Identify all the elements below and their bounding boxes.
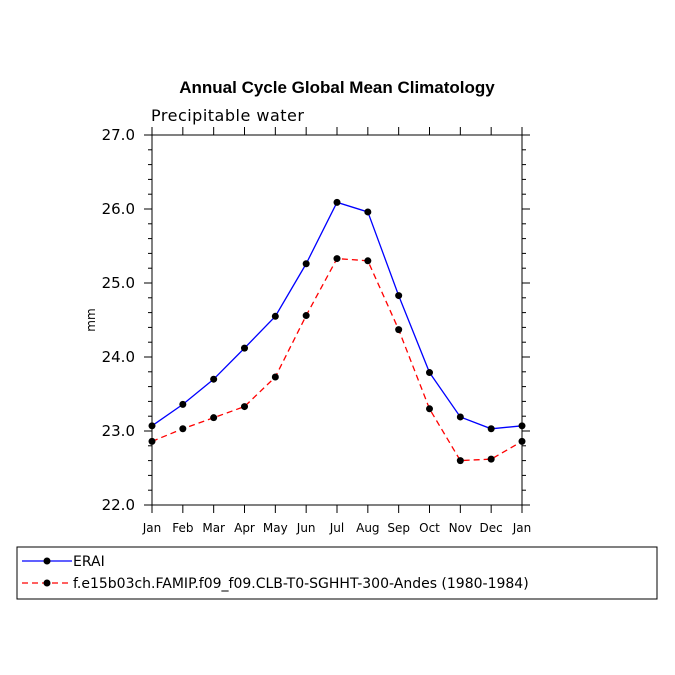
series-1-point (487, 425, 495, 433)
series-2-point (518, 437, 526, 445)
series-1-point (179, 400, 187, 408)
plot-frame (151, 134, 523, 506)
series-2-point (271, 373, 279, 381)
x-tick-label: Sep (387, 521, 410, 535)
x-tick-label: May (263, 521, 288, 535)
series-2-point (426, 405, 433, 413)
legend-marker-2 (43, 579, 51, 587)
x-tick-label: Mar (202, 521, 225, 535)
series-line-1 (151, 201, 523, 430)
x-tick-label: Jan (512, 521, 532, 535)
x-tick-label: Jan (142, 521, 162, 535)
series-2-point (302, 312, 310, 320)
series-1-point (302, 260, 310, 268)
x-tick-label: Apr (234, 521, 255, 535)
series-2-point (487, 455, 495, 463)
series-1-point (271, 312, 279, 320)
legend-label-2: f.e15b03ch.FAMIP.f09_f09.CLB-T0-SGHHT-30… (73, 576, 529, 592)
y-tick-label: 24.0 (102, 348, 135, 366)
series-1-point (364, 208, 372, 216)
x-tick-label: Dec (480, 521, 503, 535)
legend-box (16, 546, 658, 600)
legend-marker-1 (43, 557, 51, 565)
series-1-point (426, 369, 433, 377)
series-2-point (333, 255, 341, 263)
y-axis-label: mm (84, 308, 98, 331)
x-tick-label: Jul (329, 521, 344, 535)
series-1-point (333, 198, 341, 206)
series-line-2 (151, 257, 523, 462)
x-tick-label: Oct (419, 521, 440, 535)
series-1-point (210, 375, 218, 383)
x-tick-label: Jun (296, 521, 316, 535)
series-1-point (395, 292, 403, 300)
series-1-point (456, 413, 464, 421)
y-tick-label: 23.0 (102, 422, 135, 440)
y-tick-label: 27.0 (102, 126, 135, 144)
y-tick-label: 26.0 (102, 200, 135, 218)
x-tick-label: Feb (172, 521, 193, 535)
chart-title: Annual Cycle Global Mean Climatology (179, 78, 495, 97)
series-1-point (148, 422, 156, 430)
x-tick-label: Aug (356, 521, 379, 535)
series-2-point (395, 326, 403, 334)
series-2-point (456, 457, 464, 465)
chart-subtitle: Precipitable water (151, 106, 304, 125)
x-tick-label: Nov (449, 521, 472, 535)
series-1-point (241, 344, 248, 352)
series-2-point (241, 403, 248, 411)
plot-area: 22.0 23.0 24.0 25.0 26.0 27.0 Jan Feb Mar Apr May J… (102, 126, 532, 535)
y-tick-label: 22.0 (102, 496, 135, 514)
legend: ERAI f.e15b03ch.FAMIP.f09_f09.CLB-T0-SGHH… (16, 546, 658, 600)
series-1-point (518, 422, 526, 430)
y-tick-label: 25.0 (102, 274, 135, 292)
series-2-point (210, 414, 218, 422)
series-2-point (179, 425, 187, 433)
series-2-point (148, 437, 156, 445)
series-2-point (364, 257, 372, 265)
legend-label-1: ERAI (73, 554, 105, 570)
